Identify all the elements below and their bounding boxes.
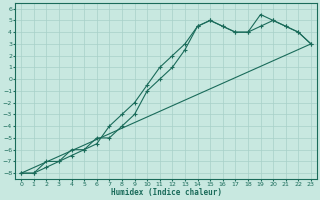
X-axis label: Humidex (Indice chaleur): Humidex (Indice chaleur)	[110, 188, 221, 197]
